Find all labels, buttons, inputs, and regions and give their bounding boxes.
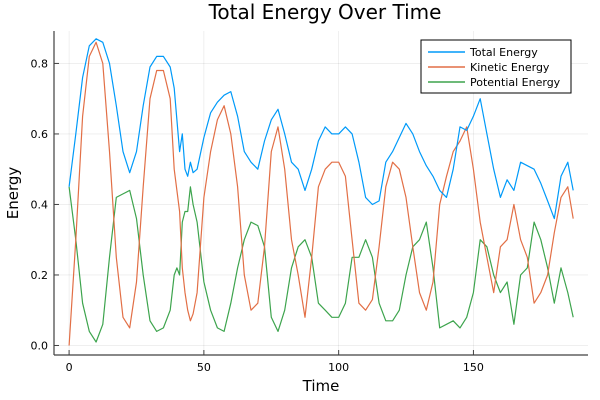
legend-label: Kinetic Energy <box>470 61 550 74</box>
legend: Total Energy Kinetic Energy Potential Ener… <box>420 39 572 94</box>
y-tick-label: 0.2 <box>31 269 49 282</box>
y-tick-label: 0.0 <box>31 339 49 352</box>
series-lines <box>68 38 574 346</box>
x-tick-label: 100 <box>328 361 349 374</box>
series-line-total-energy <box>68 38 574 220</box>
legend-label: Total Energy <box>469 46 538 59</box>
x-axis-label: Time <box>302 377 340 395</box>
y-ticks: 0.0 0.2 0.4 0.6 0.8 <box>31 57 59 352</box>
y-tick-label: 0.4 <box>31 198 49 211</box>
y-tick-label: 0.8 <box>31 57 49 70</box>
x-tick-label: 0 <box>66 361 73 374</box>
legend-label: Potential Energy <box>470 76 561 89</box>
y-tick-label: 0.6 <box>31 128 49 141</box>
x-tick-label: 50 <box>197 361 211 374</box>
series-line-kinetic-energy <box>68 41 574 346</box>
x-tick-label: 150 <box>463 361 484 374</box>
chart-title: Total Energy Over Time <box>208 0 442 24</box>
x-ticks: 0 50 100 150 <box>66 350 484 374</box>
y-axis-label: Energy <box>4 167 22 220</box>
